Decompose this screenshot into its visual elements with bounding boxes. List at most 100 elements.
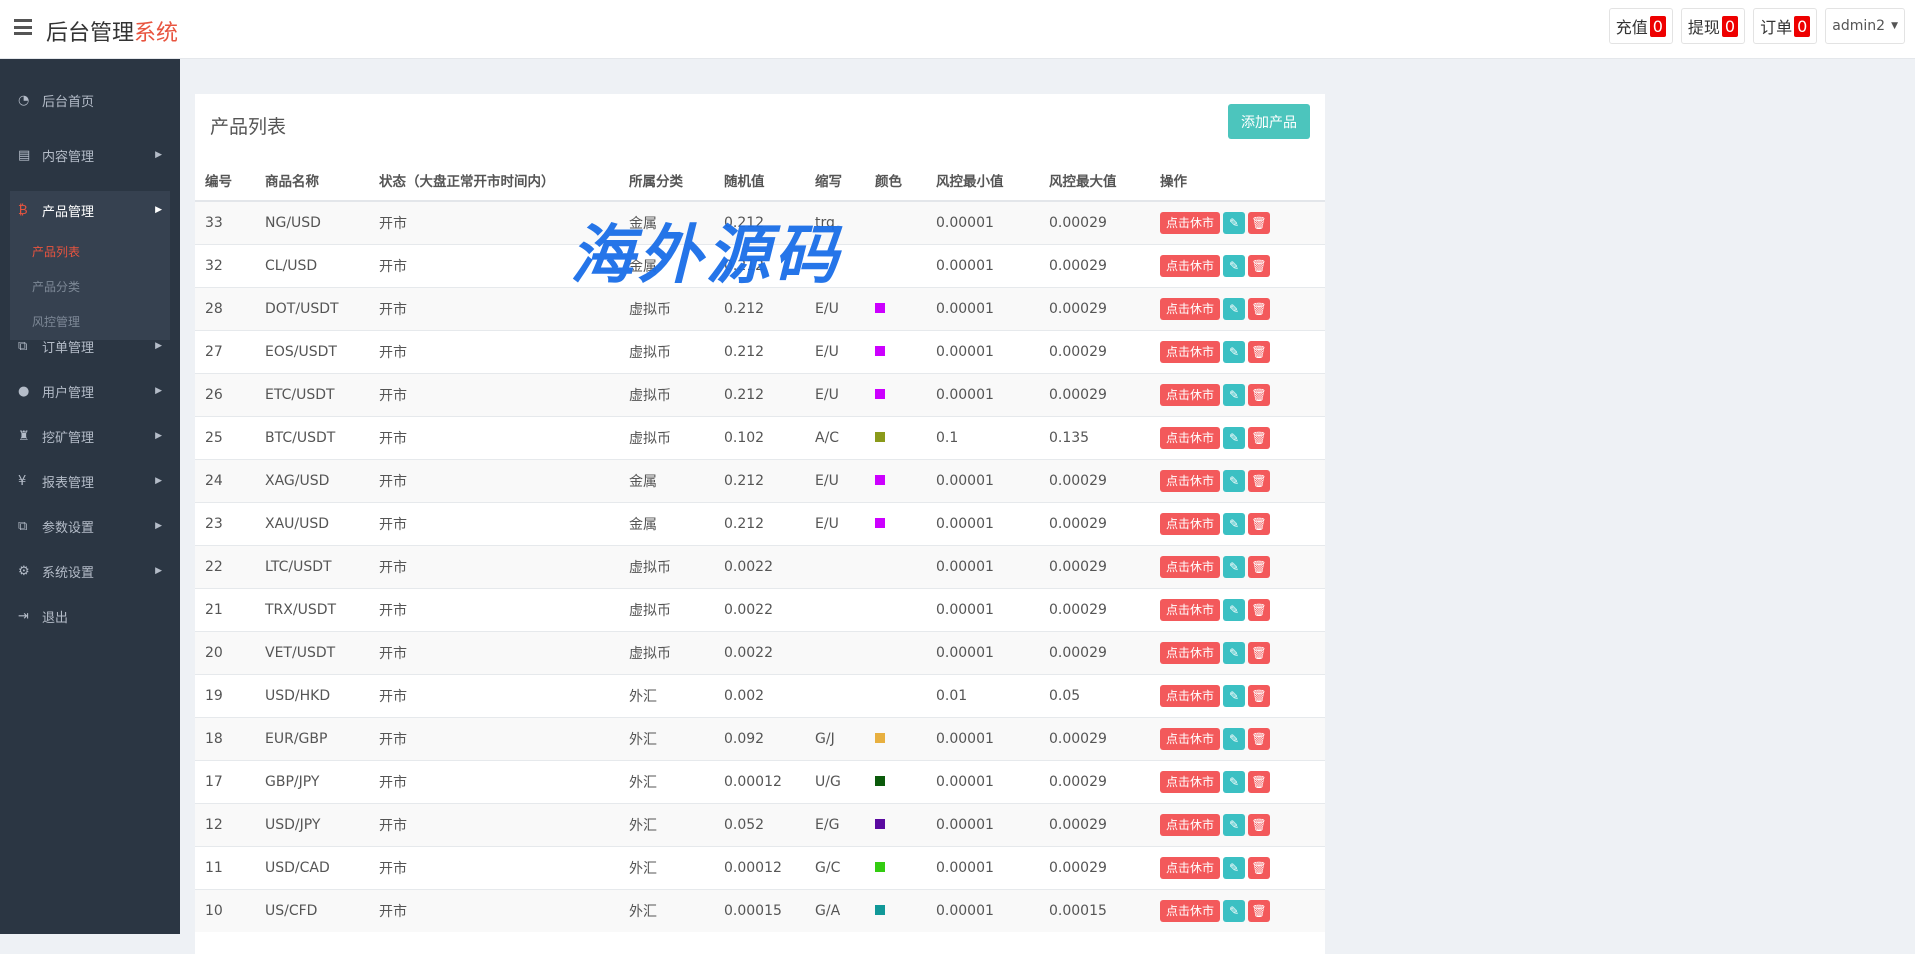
table-cell: G/C [805, 845, 865, 889]
edit-button[interactable]: ✎ [1223, 512, 1246, 535]
menu-item[interactable]: ⇥ 退出 [10, 597, 170, 635]
actions-cell: 点击休市 ✎ 🗑 [1150, 888, 1325, 932]
table-cell: NG/USD [255, 200, 369, 244]
edit-button[interactable]: ✎ [1223, 254, 1246, 277]
delete-button[interactable]: 🗑 [1248, 770, 1271, 793]
delete-button[interactable]: 🗑 [1248, 813, 1271, 836]
edit-button[interactable]: ✎ [1223, 641, 1246, 664]
delete-button[interactable]: 🗑 [1248, 297, 1271, 320]
submenu-item[interactable]: 产品列表 [32, 245, 81, 259]
product-table: 编号 商品名称 状态（大盘正常开市时间内） 所属分类 随机值 缩写 颜色 风控最小值 风控最大值… [195, 159, 1325, 932]
close-market-button[interactable]: 点击休市 [1160, 598, 1221, 621]
delete-button[interactable]: 🗑 [1248, 383, 1271, 406]
edit-button[interactable]: ✎ [1223, 426, 1246, 449]
menu-item[interactable]: ⚙ 系统设置 ▶ [10, 552, 170, 590]
table-cell: E/U [805, 501, 865, 545]
close-market-button[interactable]: 点击休市 [1160, 254, 1221, 277]
menu-item[interactable]: ♜ 挖矿管理 ▶ [10, 417, 170, 455]
delete-button[interactable]: 🗑 [1248, 254, 1271, 277]
table-row: 24 XAG/USD 开市 金属 0.212 E/U 0.00001 0.00029 点击休市 ✎… [195, 458, 1325, 502]
close-market-button[interactable]: 点击休市 [1160, 211, 1221, 234]
close-market-button[interactable]: 点击休市 [1160, 383, 1221, 406]
edit-button[interactable]: ✎ [1223, 297, 1246, 320]
badge[interactable]: 提现 0 [1680, 8, 1746, 44]
table-row: 25 BTC/USDT 开市 虚拟币 0.102 A/C 0.1 0.135 点击休市 ✎ 🗑 [195, 415, 1325, 459]
close-market-button[interactable]: 点击休市 [1160, 684, 1221, 707]
edit-button[interactable]: ✎ [1223, 813, 1246, 836]
delete-button[interactable]: 🗑 [1248, 856, 1271, 879]
close-market-button[interactable]: 点击休市 [1160, 512, 1221, 535]
edit-button[interactable]: ✎ [1223, 684, 1246, 707]
menu-item[interactable]: ● 用户管理 ▶ [10, 372, 170, 410]
edit-button[interactable]: ✎ [1223, 598, 1246, 621]
close-market-button[interactable]: 点击休市 [1160, 297, 1221, 320]
close-market-button[interactable]: 点击休市 [1160, 641, 1221, 664]
close-market-button[interactable]: 点击休市 [1160, 813, 1221, 836]
menu-item[interactable]: ▤ 内容管理 ▶ [10, 136, 170, 174]
badge[interactable]: 订单 0 [1753, 8, 1818, 44]
edit-button[interactable]: ✎ [1223, 340, 1246, 363]
edit-button[interactable]: ✎ [1223, 727, 1246, 750]
actions-cell: 点击休市 ✎ 🗑 [1150, 759, 1325, 803]
edit-button[interactable]: ✎ [1223, 469, 1246, 492]
table-cell: 虚拟币 [619, 415, 714, 459]
submenu-item[interactable]: 产品分类 [32, 280, 81, 294]
table-row: 18 EUR/GBP 开市 外汇 0.092 G/J 0.00001 0.00029 点击休市 ✎… [195, 716, 1325, 760]
user-menu[interactable]: admin2 ▼ [1825, 8, 1905, 44]
badge[interactable]: 充值 0 [1608, 8, 1673, 44]
delete-button[interactable]: 🗑 [1248, 512, 1271, 535]
close-market-button[interactable]: 点击休市 [1160, 856, 1221, 879]
close-market-button[interactable]: 点击休市 [1160, 426, 1221, 449]
close-market-button[interactable]: 点击休市 [1160, 340, 1221, 363]
column-header: 商品名称 [255, 159, 369, 202]
delete-button[interactable]: 🗑 [1248, 684, 1271, 707]
table-cell: 26 [195, 372, 255, 416]
table-cell: 0.00029 [1039, 329, 1150, 373]
delete-button[interactable]: 🗑 [1248, 211, 1271, 234]
table-cell: 0.102 [714, 415, 805, 459]
edit-button[interactable]: ✎ [1223, 899, 1246, 922]
close-market-button[interactable]: 点击休市 [1160, 469, 1221, 492]
color-cell [865, 200, 926, 244]
edit-button[interactable]: ✎ [1223, 770, 1246, 793]
delete-button[interactable]: 🗑 [1248, 727, 1271, 750]
menu-item[interactable]: ¥ 报表管理 ▶ [10, 462, 170, 500]
menu-item[interactable]: ◔ 后台首页 [10, 81, 170, 119]
edit-button[interactable]: ✎ [1223, 211, 1246, 234]
menu-label: 报表管理 [42, 475, 95, 491]
actions-cell: 点击休市 ✎ 🗑 [1150, 501, 1325, 545]
close-market-button[interactable]: 点击休市 [1160, 770, 1221, 793]
menu-item[interactable]: ₿ 产品管理 ▶ [10, 191, 170, 229]
delete-button[interactable]: 🗑 [1248, 598, 1271, 621]
menu-toggle[interactable] [14, 19, 32, 35]
table-cell: 0.00001 [926, 243, 1039, 287]
menu-item[interactable]: ⧉ 参数设置 ▶ [10, 507, 170, 545]
color-cell [865, 243, 926, 287]
table-cell: USD/CAD [255, 845, 369, 889]
table-cell: EOS/USDT [255, 329, 369, 373]
caret: ▼ [1891, 21, 1898, 31]
close-market-button[interactable]: 点击休市 [1160, 727, 1221, 750]
add-button[interactable]: 添加产品 [1228, 104, 1310, 139]
edit-button[interactable]: ✎ [1223, 555, 1246, 578]
submenu [10, 229, 170, 340]
delete-button[interactable]: 🗑 [1248, 469, 1271, 492]
submenu-item[interactable]: 风控管理 [32, 315, 81, 329]
table-cell: 开市 [369, 759, 619, 803]
column-header: 操作 [1150, 159, 1325, 202]
close-market-button[interactable]: 点击休市 [1160, 899, 1221, 922]
edit-button[interactable]: ✎ [1223, 383, 1246, 406]
edit-button[interactable]: ✎ [1223, 856, 1246, 879]
column-header: 风控最小值 [926, 159, 1039, 202]
delete-button[interactable]: 🗑 [1248, 340, 1271, 363]
delete-button[interactable]: 🗑 [1248, 899, 1271, 922]
close-market-button[interactable]: 点击休市 [1160, 555, 1221, 578]
table-cell: 0.0022 [714, 544, 805, 588]
table-cell: 0.00001 [926, 200, 1039, 244]
table-cell: 0.00029 [1039, 286, 1150, 330]
color-swatch [875, 517, 885, 528]
delete-button[interactable]: 🗑 [1248, 641, 1271, 664]
delete-button[interactable]: 🗑 [1248, 426, 1271, 449]
menu-item[interactable]: ⧉ 订单管理 ▶ [10, 327, 170, 365]
delete-button[interactable]: 🗑 [1248, 555, 1271, 578]
